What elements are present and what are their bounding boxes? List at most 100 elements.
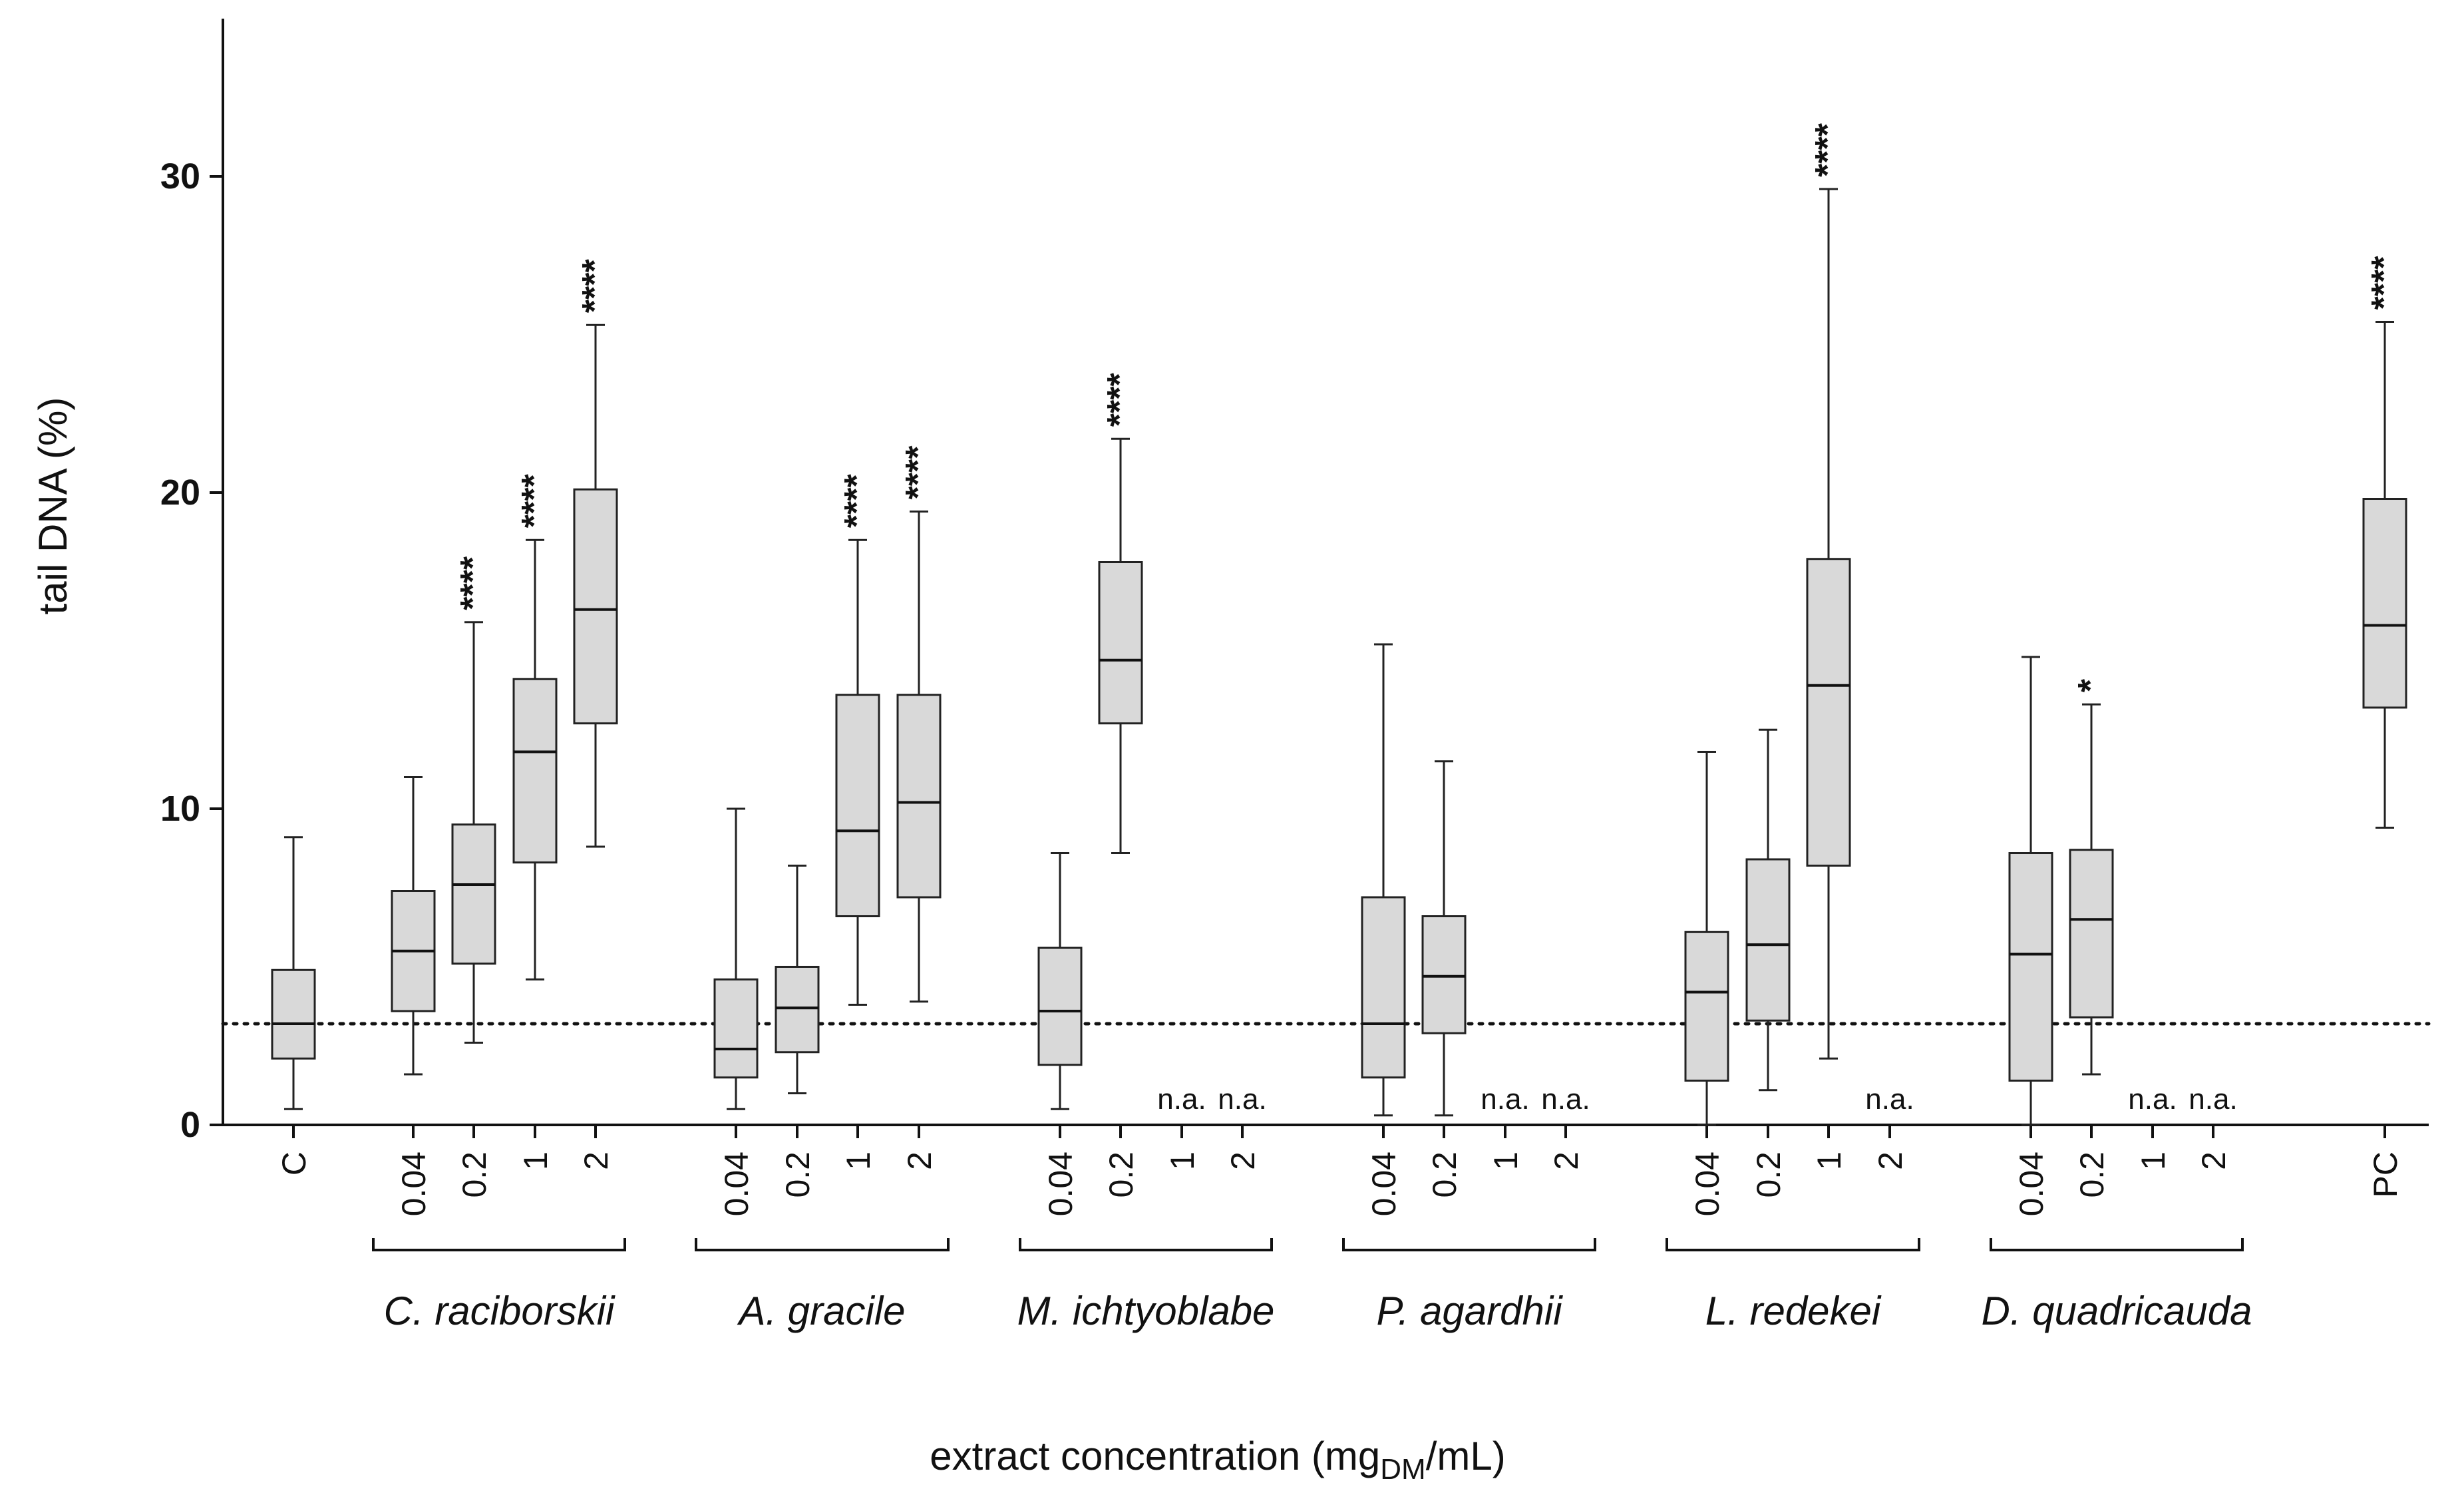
species-bracket <box>1990 1238 2244 1251</box>
x-tick-label: 0.2 <box>456 1152 493 1198</box>
significance-label: **** <box>1101 373 1139 427</box>
box-series <box>271 188 2407 1126</box>
species-bracket <box>1666 1238 1920 1251</box>
x-tick-label: 2 <box>901 1152 938 1170</box>
species-label: L. redekei <box>1705 1289 1882 1333</box>
x-axis-label-subscript: DM <box>1380 1453 1425 1486</box>
x-tick-label: 0.04 <box>1042 1152 1079 1216</box>
iqr-box <box>1745 858 1791 1022</box>
box-plot <box>451 621 496 1044</box>
iqr-box <box>2362 498 2407 709</box>
x-tick-label: 0.04 <box>718 1152 755 1216</box>
iqr-box <box>1684 931 1729 1082</box>
species-label: C. raciborskii <box>384 1289 616 1333</box>
box-plot <box>271 836 316 1110</box>
box-plot <box>775 865 820 1094</box>
box-plot <box>835 538 880 1006</box>
x-axis-label-main: extract concentration (mg <box>930 1434 1380 1478</box>
x-tick-label: 0.2 <box>1426 1152 1463 1198</box>
x-tick-label: 1 <box>2135 1152 2172 1170</box>
species-bracket <box>695 1238 950 1251</box>
species-label: A. gracile <box>737 1289 905 1333</box>
x-tick-label: 0.2 <box>2073 1152 2111 1198</box>
y-axis-label: tail DNA (%) <box>31 397 75 615</box>
box-plot <box>2008 656 2053 1126</box>
box-plot <box>391 776 436 1076</box>
not-available-label: n.a. <box>2128 1083 2177 1116</box>
box-plot <box>896 511 942 1003</box>
box-plot <box>573 323 618 848</box>
y-tick-label: 30 <box>160 156 200 196</box>
significance-label: **** <box>2365 256 2403 310</box>
iqr-box <box>896 694 942 899</box>
x-tick-label: 0.04 <box>2013 1152 2050 1216</box>
x-tick-label: 2 <box>1224 1152 1262 1170</box>
iqr-box <box>835 694 880 917</box>
box-plot <box>1421 760 1467 1117</box>
not-available-label: n.a. <box>1218 1083 1266 1116</box>
x-tick-label: 1 <box>517 1152 554 1170</box>
x-tick-label: 1 <box>840 1152 877 1170</box>
axes <box>210 19 2431 1251</box>
significance-label: **** <box>454 556 492 610</box>
y-tick-label: 10 <box>160 789 200 829</box>
iqr-box <box>573 488 618 725</box>
iqr-box <box>512 678 558 864</box>
x-tick-label: 2 <box>1872 1152 1909 1170</box>
iqr-box <box>2069 849 2114 1018</box>
x-tick-label: 0.04 <box>1365 1152 1403 1216</box>
significance-label: **** <box>576 259 614 314</box>
species-bracket <box>372 1238 626 1251</box>
x-tick-label: 0.04 <box>1689 1152 1726 1216</box>
not-available-label: n.a. <box>2189 1083 2237 1116</box>
significance-label: * <box>2071 678 2110 692</box>
box-plot <box>2069 703 2114 1076</box>
box-plot <box>1684 751 1729 1126</box>
iqr-box <box>1806 558 1851 867</box>
species-bracket <box>1342 1238 1596 1251</box>
box-plot <box>1361 643 1406 1117</box>
box-plot <box>713 807 759 1110</box>
species-label: M. ichtyoblabe <box>1017 1289 1275 1333</box>
iqr-box <box>775 966 820 1054</box>
box-plot <box>512 538 558 980</box>
x-tick-label: 0.2 <box>1750 1152 1787 1198</box>
not-available-label: n.a. <box>1865 1083 1914 1116</box>
not-available-label: n.a. <box>1541 1083 1590 1116</box>
significance-label: **** <box>1809 122 1847 177</box>
x-tick-label: 0.04 <box>395 1152 433 1216</box>
x-tick-label: 2 <box>578 1152 615 1170</box>
species-bracket <box>1019 1238 1273 1251</box>
box-plot <box>2362 321 2407 829</box>
significance-label: **** <box>838 474 876 529</box>
iqr-box <box>1098 561 1143 725</box>
axis-tick-labels: 0 10 20 30 C 0.04 0.2 **** 1 **** 2 **** C. racibors… <box>160 122 2404 1333</box>
x-tick-label: 2 <box>2195 1152 2232 1170</box>
iqr-box <box>271 968 316 1060</box>
y-tick-label: 0 <box>180 1105 200 1145</box>
box-plot <box>1037 852 1083 1110</box>
x-tick-label: C <box>275 1152 313 1175</box>
iqr-box <box>1421 915 1467 1034</box>
not-available-label: n.a. <box>1157 1083 1206 1116</box>
iqr-box <box>713 978 759 1079</box>
x-tick-label: 1 <box>1164 1152 1201 1170</box>
x-axis-label: extract concentration (mgDM/mL) <box>930 1434 1505 1486</box>
x-tick-label: 1 <box>1811 1152 1848 1170</box>
box-plot <box>1745 728 1791 1092</box>
species-label: D. quadricauda <box>1982 1289 2252 1333</box>
significance-label: **** <box>515 474 554 529</box>
x-tick-label: 1 <box>1487 1152 1524 1170</box>
x-tick-label: 0.2 <box>779 1152 816 1198</box>
iqr-box <box>451 823 496 965</box>
iqr-box <box>2008 852 2053 1082</box>
x-tick-label: 0.2 <box>1103 1152 1140 1198</box>
x-tick-label: PC <box>2367 1152 2404 1197</box>
x-axis-label-end: /mL) <box>1426 1434 1506 1478</box>
iqr-box <box>1361 896 1406 1079</box>
species-label: P. agardhii <box>1376 1289 1563 1333</box>
iqr-box <box>1037 947 1083 1066</box>
box-plot <box>1098 437 1143 854</box>
x-tick-label: 2 <box>1548 1152 1585 1170</box>
